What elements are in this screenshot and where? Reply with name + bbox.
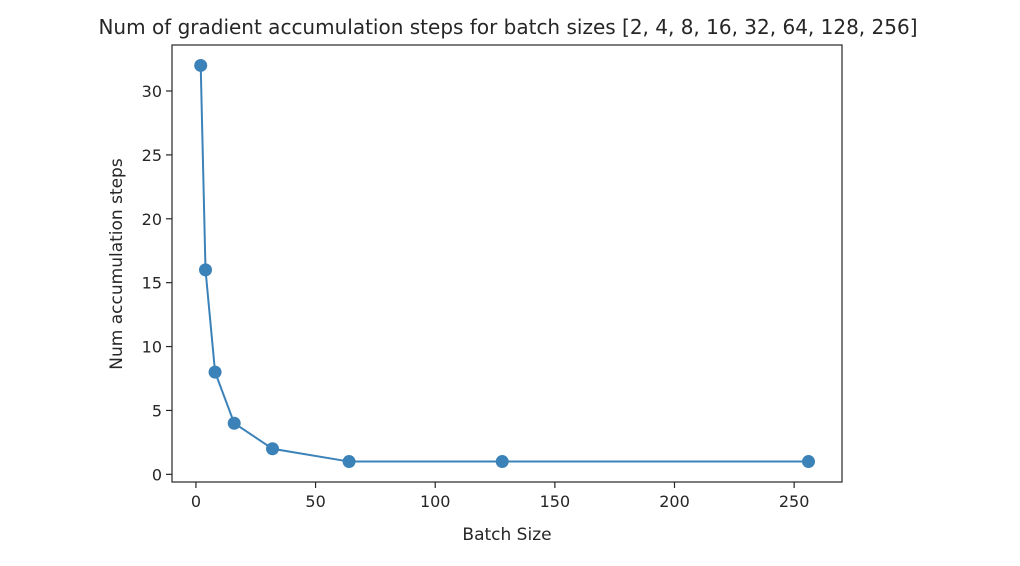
y-tick-label: 25 (142, 146, 162, 165)
y-tick-label: 15 (142, 274, 162, 293)
data-point (802, 455, 815, 469)
y-tick-label: 30 (142, 82, 162, 101)
y-tick-label: 0 (152, 465, 162, 484)
data-point (342, 455, 356, 469)
y-tick-label: 20 (142, 210, 162, 229)
data-point (227, 416, 241, 430)
x-axis-ticks: 0 50 100 150 200 250 (191, 482, 810, 511)
y-tick-label: 10 (142, 338, 162, 357)
series-line (199, 65, 809, 463)
x-tick-label: 150 (540, 492, 571, 511)
x-tick-label: 250 (779, 492, 810, 511)
data-point (495, 455, 509, 469)
x-tick-label: 50 (305, 492, 325, 511)
x-axis-label: Batch Size (462, 525, 551, 545)
data-point (266, 442, 279, 456)
data-point (194, 58, 208, 72)
x-tick-label: 200 (659, 492, 690, 511)
y-tick-label: 5 (152, 401, 162, 420)
y-axis-label: Num accumulation steps (107, 158, 127, 370)
x-tick-label: 100 (420, 492, 451, 511)
series-group (194, 58, 815, 469)
chart-title: Num of gradient accumulation steps for b… (98, 15, 917, 39)
data-point (208, 365, 222, 379)
data-point (199, 263, 212, 277)
y-axis-ticks: 0 5 10 15 20 25 30 (142, 82, 172, 484)
x-tick-label: 0 (191, 492, 201, 511)
plot-area (171, 44, 843, 483)
